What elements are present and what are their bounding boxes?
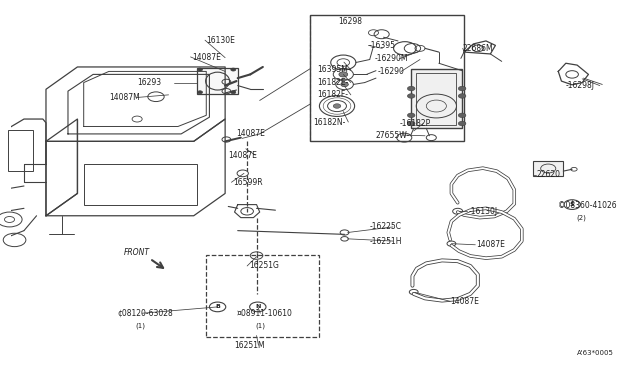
Text: -16182P: -16182P <box>400 119 431 128</box>
Text: 16251G: 16251G <box>249 262 279 270</box>
Text: 16182E-: 16182E- <box>317 78 349 87</box>
Circle shape <box>408 121 415 126</box>
Circle shape <box>198 68 202 71</box>
Bar <box>415 73 456 125</box>
Text: 16182F-: 16182F- <box>317 90 349 99</box>
Circle shape <box>231 91 236 94</box>
Circle shape <box>231 68 236 71</box>
Bar <box>84 164 197 205</box>
Text: -16395: -16395 <box>369 41 396 50</box>
Text: 16130E: 16130E <box>206 36 235 45</box>
Text: 16182N-: 16182N- <box>313 118 346 126</box>
Text: 16251M: 16251M <box>234 341 265 350</box>
Text: 22620: 22620 <box>537 170 561 179</box>
Circle shape <box>408 113 415 118</box>
Text: B: B <box>215 304 220 310</box>
Bar <box>197 68 237 94</box>
Bar <box>411 69 462 128</box>
Text: 16599R: 16599R <box>234 178 263 187</box>
Text: ¤08911-10610: ¤08911-10610 <box>236 309 292 318</box>
Bar <box>533 161 563 176</box>
Text: ¢08120-63028: ¢08120-63028 <box>117 309 173 318</box>
Circle shape <box>458 113 466 118</box>
Circle shape <box>408 86 415 91</box>
Text: 22686M: 22686M <box>463 44 493 53</box>
Circle shape <box>408 94 415 98</box>
Text: ©08360-41026: ©08360-41026 <box>558 201 617 210</box>
Bar <box>206 255 319 337</box>
Text: FRONT: FRONT <box>124 248 149 257</box>
Text: (1): (1) <box>136 322 146 329</box>
Text: S: S <box>570 202 575 207</box>
Text: A'63*0005: A'63*0005 <box>577 350 614 356</box>
Text: -16290: -16290 <box>377 67 404 76</box>
Text: 16298: 16298 <box>339 17 362 26</box>
Bar <box>310 15 464 141</box>
Text: -16290M: -16290M <box>375 54 408 63</box>
Text: (2): (2) <box>576 214 586 221</box>
Bar <box>8 130 33 171</box>
Text: -16225C: -16225C <box>370 222 402 231</box>
Text: 14087E: 14087E <box>450 297 479 306</box>
Text: (1): (1) <box>255 322 266 329</box>
Circle shape <box>333 104 340 108</box>
Circle shape <box>458 86 466 91</box>
Circle shape <box>458 94 466 98</box>
Text: -16251H: -16251H <box>370 237 402 246</box>
Text: 14087E: 14087E <box>192 53 221 62</box>
Text: -16298J: -16298J <box>566 81 595 90</box>
Text: 16293: 16293 <box>137 78 161 87</box>
Text: -16130J: -16130J <box>469 207 498 216</box>
Text: 27655W-: 27655W- <box>376 131 410 140</box>
Text: 14087E: 14087E <box>477 240 506 249</box>
Text: N: N <box>255 304 260 310</box>
Circle shape <box>458 121 466 126</box>
Circle shape <box>340 82 348 87</box>
Text: 14087E: 14087E <box>236 129 265 138</box>
Text: 14087M: 14087M <box>109 93 140 102</box>
Text: 14087E: 14087E <box>228 151 257 160</box>
Circle shape <box>198 91 202 94</box>
Circle shape <box>339 72 348 77</box>
Text: 16395M-: 16395M- <box>317 65 351 74</box>
